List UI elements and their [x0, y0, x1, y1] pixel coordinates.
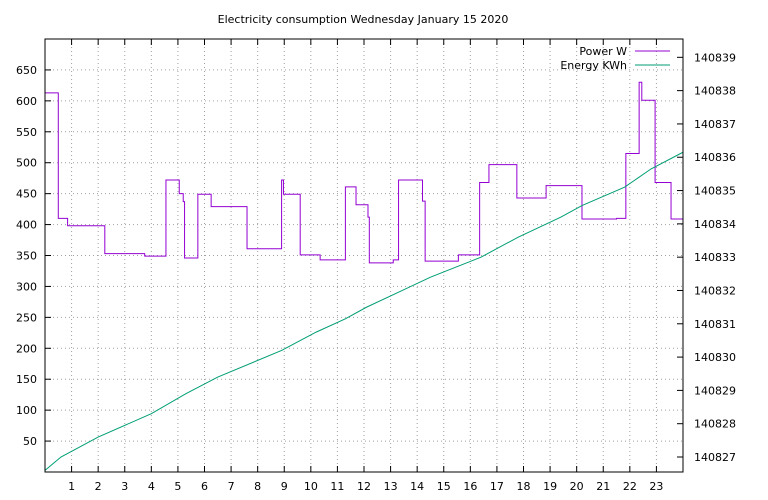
y-right-tick-label: 140833: [694, 251, 736, 264]
x-tick-label: 2: [95, 480, 102, 493]
x-tick-label: 6: [201, 480, 208, 493]
y-left-tick-label: 50: [23, 435, 37, 448]
y-left-tick-label: 650: [16, 64, 37, 77]
x-tick-label: 11: [330, 480, 344, 493]
x-tick-label: 5: [174, 480, 181, 493]
y-right-tick-label: 140831: [694, 318, 736, 331]
x-tick-label: 8: [254, 480, 261, 493]
energy-kwh-line: [44, 151, 684, 471]
y-right-tick-label: 140837: [694, 118, 736, 131]
x-tick-label: 9: [281, 480, 288, 493]
x-tick-label: 3: [121, 480, 128, 493]
chart-title: Electricity consumption Wednesday Januar…: [218, 13, 509, 26]
x-tick-label: 23: [649, 480, 663, 493]
y-left-tick-label: 450: [16, 188, 37, 201]
y-right-tick-label: 140838: [694, 85, 736, 98]
x-tick-label: 4: [148, 480, 155, 493]
y-left-tick-label: 150: [16, 373, 37, 386]
x-tick-label: 7: [228, 480, 235, 493]
x-tick-label: 14: [410, 480, 424, 493]
x-tick-label: 20: [570, 480, 584, 493]
grid-lines: [45, 39, 683, 472]
x-tick-label: 15: [437, 480, 451, 493]
y-right-tick-label: 140828: [694, 418, 736, 431]
y-right-tick-label: 140830: [694, 351, 736, 364]
y-left-tick-label: 550: [16, 126, 37, 139]
y-left-tick-label: 200: [16, 342, 37, 355]
x-tick-label: 13: [384, 480, 398, 493]
y-left-tick-label: 100: [16, 404, 37, 417]
axes: 1 2 3 4 5 6 7 8 9 10 11 12 13 14 15 16 17 18 19 20 21 22 23501…: [16, 39, 736, 493]
y-left-tick-label: 600: [16, 95, 37, 108]
y-right-tick-label: 140832: [694, 284, 736, 297]
y-left-tick-label: 250: [16, 311, 37, 324]
plot-frame: [44, 38, 684, 473]
x-tick-label: 18: [517, 480, 531, 493]
series-lines: [44, 81, 684, 471]
y-right-tick-label: 140836: [694, 151, 736, 164]
x-tick-label: 22: [623, 480, 637, 493]
y-left-tick-label: 350: [16, 250, 37, 263]
legend-label-energy-kwh: Energy KWh: [560, 59, 627, 72]
legend-label-power-w: Power W: [579, 45, 627, 58]
x-tick-label: 1: [68, 480, 75, 493]
y-left-tick-label: 300: [16, 280, 37, 293]
power-w-line: [45, 81, 683, 264]
x-tick-label: 12: [357, 480, 371, 493]
x-tick-label: 17: [490, 480, 504, 493]
x-tick-label: 19: [543, 480, 557, 493]
x-tick-label: 21: [596, 480, 610, 493]
x-tick-label: 10: [304, 480, 318, 493]
y-left-tick-label: 500: [16, 157, 37, 170]
x-tick-label: 16: [463, 480, 477, 493]
y-left-tick-label: 400: [16, 219, 37, 232]
y-right-tick-label: 140827: [694, 451, 736, 464]
y-right-tick-label: 140834: [694, 218, 736, 231]
y-right-tick-label: 140835: [694, 185, 736, 198]
y-right-tick-label: 140839: [694, 51, 736, 64]
y-right-tick-label: 140829: [694, 384, 736, 397]
